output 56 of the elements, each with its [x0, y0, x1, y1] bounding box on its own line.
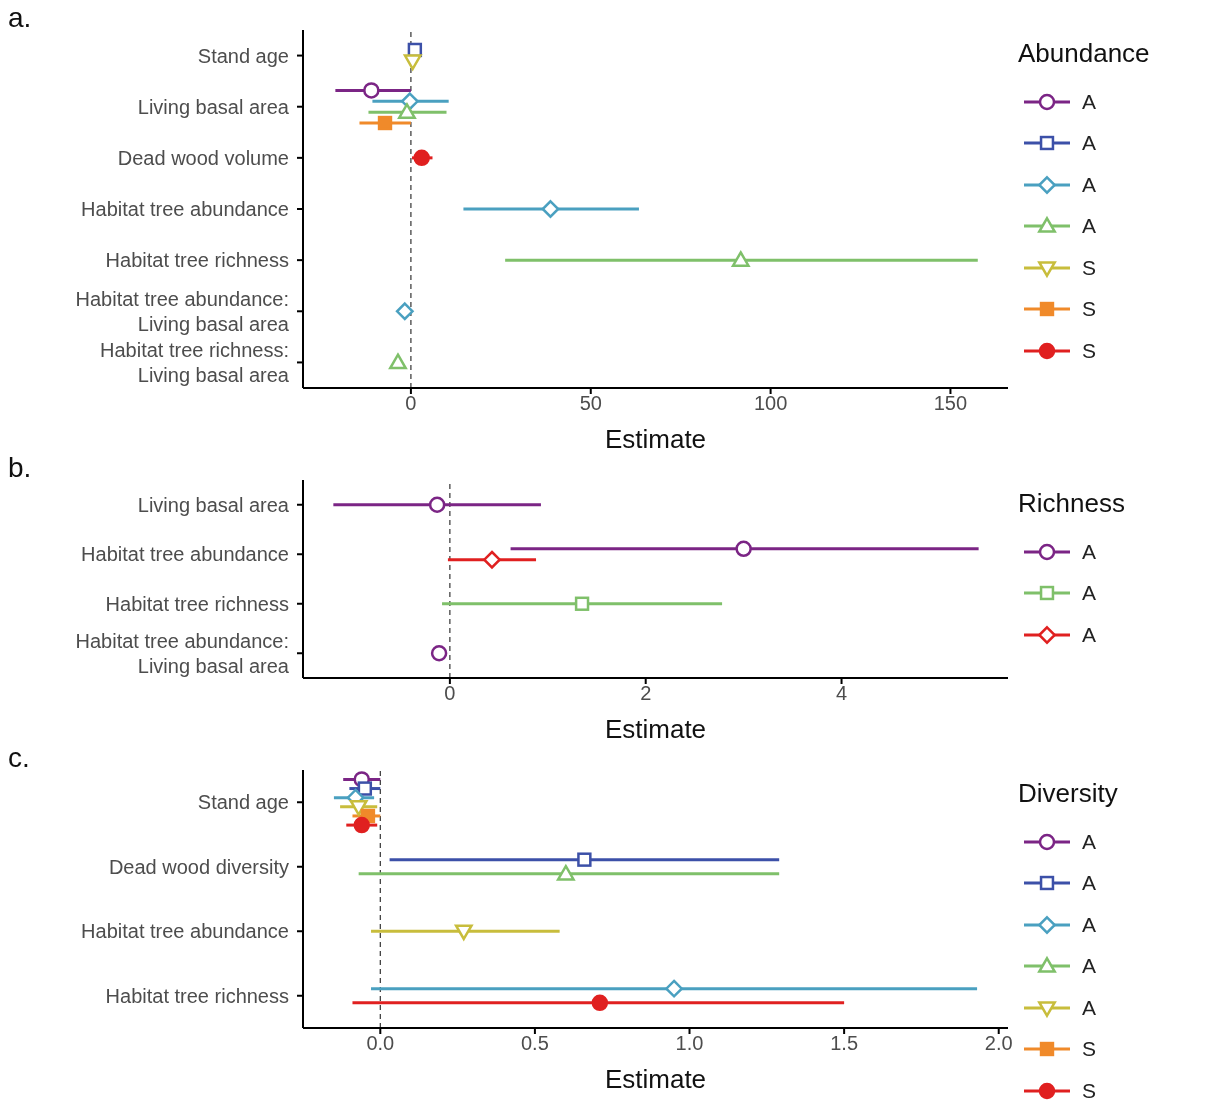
text: b. — [8, 452, 32, 484]
text: a. — [8, 2, 32, 34]
x-tick-label: 1.0 — [675, 1032, 704, 1055]
legend-label: S — [1082, 255, 1097, 280]
legend-title: Abundance — [1018, 38, 1151, 69]
y-tick-label: Habitat tree richness: Living basal area — [100, 338, 290, 386]
y-tick-label: Habitat tree abundance: Living basal area — [75, 629, 290, 677]
y-tick-label: Habitat tree abundance — [81, 920, 289, 943]
text: c. — [8, 742, 30, 774]
point — [574, 596, 590, 611]
y-tick-label: Stand age — [197, 791, 289, 814]
legend-label: A — [1082, 172, 1097, 197]
x-tick-label: 0 — [405, 392, 417, 415]
x-tick-label: 1.5 — [830, 1032, 859, 1055]
x-axis-title: Estimate — [604, 424, 707, 454]
x-tick-label: 0.0 — [366, 1032, 395, 1055]
y-tick-label: Living basal area — [137, 95, 290, 118]
legend-label: A — [1082, 131, 1097, 156]
x-tick-label: 0.5 — [521, 1032, 549, 1055]
y-tick-label: Stand age — [197, 44, 289, 67]
legend-label: A — [1082, 539, 1097, 564]
y-tick-label: Habitat tree richness — [105, 984, 289, 1007]
legend-label: A — [1082, 89, 1097, 114]
x-tick-label: 4 — [835, 682, 848, 705]
y-tick-label: Living basal area — [137, 493, 290, 516]
legend-label: A — [1082, 581, 1097, 606]
legend-label: S — [1082, 1037, 1097, 1062]
point — [428, 496, 446, 513]
y-tick-label: Habitat tree abundance — [81, 543, 289, 566]
legend-label: A — [1082, 829, 1097, 854]
x-axis-title: Estimate — [604, 1064, 707, 1094]
legend-label: S — [1082, 297, 1097, 322]
x-tick-label: 150 — [933, 392, 968, 415]
legend-label: S — [1082, 1078, 1097, 1103]
legend-label: A — [1082, 995, 1097, 1020]
x-tick-label: 2.0 — [984, 1032, 1013, 1055]
y-tick-label: Habitat tree abundance — [81, 198, 289, 220]
legend-label: A — [1082, 912, 1097, 937]
point — [430, 645, 448, 662]
x-tick-label: 0 — [444, 682, 456, 705]
y-tick-label: Habitat tree abundance: Living basal area — [75, 287, 290, 335]
legend-title: Richness — [1018, 488, 1126, 519]
legend-label: A — [1082, 871, 1097, 896]
x-tick-label: 50 — [579, 392, 602, 415]
legend-label: A — [1082, 954, 1097, 979]
legend-label: S — [1082, 338, 1097, 363]
y-tick-label: Habitat tree richness — [105, 592, 289, 615]
y-tick-label: Habitat tree richness — [105, 249, 289, 272]
x-axis-title: Estimate — [604, 714, 707, 744]
legend-label: A — [1082, 622, 1097, 647]
x-tick-label: 2 — [640, 682, 652, 705]
x-tick-label: 100 — [753, 392, 788, 415]
legend-title: Diversity — [1018, 778, 1119, 809]
y-tick-label: Dead wood volume — [117, 146, 289, 169]
legend-label: A — [1082, 214, 1097, 239]
y-tick-label: Dead wood diversity — [108, 855, 289, 878]
